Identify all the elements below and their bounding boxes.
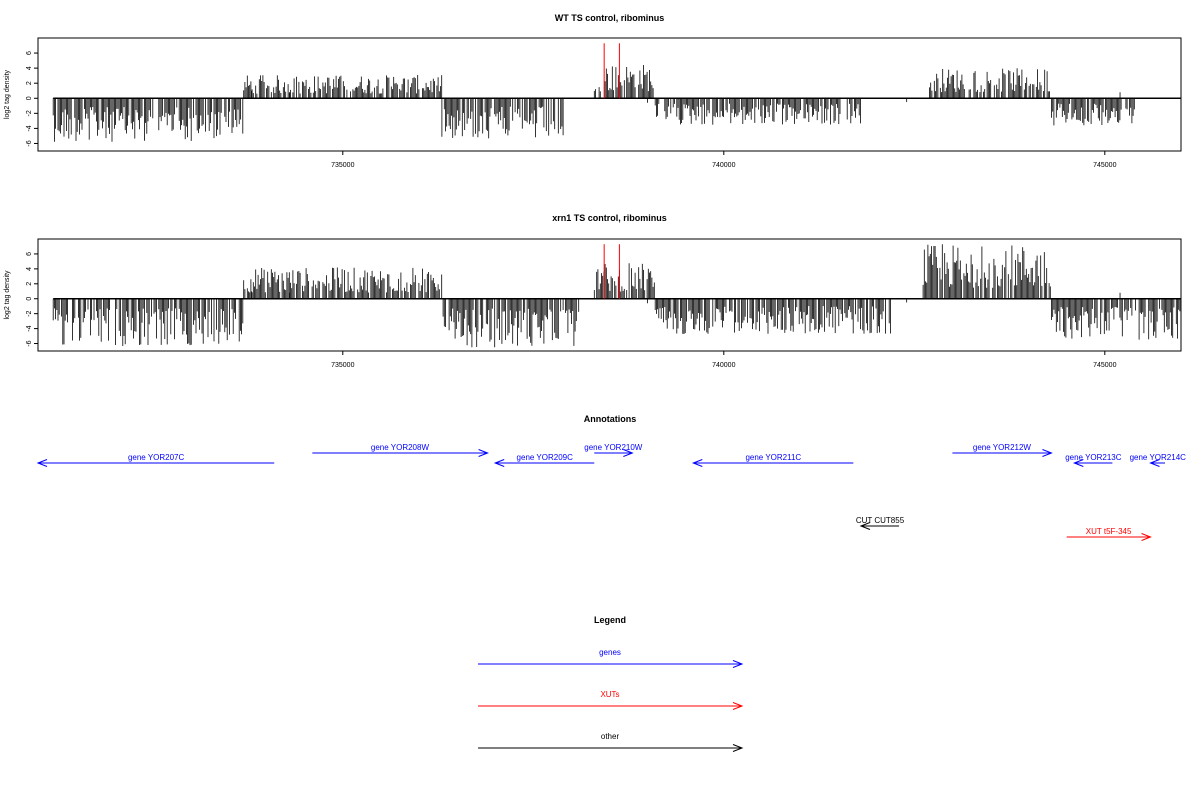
legend-item: XUTs [478, 690, 744, 710]
y-tick-label: -2 [26, 310, 33, 316]
y-tick-label: 6 [26, 51, 33, 55]
feature-arrowhead [859, 522, 871, 530]
y-tick-label: 6 [26, 252, 33, 256]
feature-label: CUT CUT855 [856, 516, 905, 525]
feature-label: XUT t5F-345 [1086, 527, 1132, 536]
y-tick-label: 2 [26, 81, 33, 85]
annotation-feature: gene YOR210W [584, 443, 643, 457]
feature-label: gene YOR209C [517, 453, 574, 462]
y-axis-label: log2 tag density [4, 69, 11, 119]
feature-label: gene YOR213C [1065, 453, 1122, 462]
plot-frame [37, 238, 1182, 352]
y-axis-label: log2 tag density [4, 270, 11, 320]
x-tick-label: 745000 [1093, 162, 1116, 169]
annotation-feature: gene YOR207C [36, 453, 275, 467]
y-tick-label: -4 [26, 325, 33, 331]
feature-label: gene YOR208W [371, 443, 430, 452]
feature-arrowhead [1042, 449, 1053, 457]
feature-label: gene YOR211C [745, 453, 801, 462]
y-tick-label: -2 [26, 110, 33, 116]
plot-frame [37, 37, 1182, 152]
annotation-feature: gene YOR213C [1065, 453, 1122, 467]
y-tick-label: 4 [26, 66, 33, 70]
annotation-feature: gene YOR212W [952, 443, 1053, 457]
feature-label: gene YOR214C [1130, 453, 1187, 462]
y-tick-label: -6 [26, 340, 33, 346]
x-tick-label: 740000 [712, 362, 735, 369]
legend-title: Legend [594, 615, 626, 625]
feature-arrowhead [493, 459, 505, 467]
feature-label: gene YOR212W [973, 443, 1032, 452]
x-tick-label: 735000 [331, 362, 354, 369]
annotation-feature: gene YOR209C [493, 453, 595, 467]
annotation-feature: gene YOR214C [1130, 453, 1187, 467]
feature-arrowhead [1149, 459, 1160, 467]
annotations-title: Annotations [584, 414, 637, 424]
x-tick-label: 745000 [1093, 362, 1116, 369]
y-tick-label: 2 [26, 282, 33, 286]
feature-arrowhead [478, 449, 489, 457]
legend-item: genes [478, 648, 744, 668]
feature-label: gene YOR210W [584, 443, 643, 452]
annotations-panel: Annotations gene YOR207C gene YOR208W gene … [36, 414, 1187, 541]
feature-arrowhead [36, 459, 48, 467]
legend-label: XUTs [600, 690, 619, 699]
annotation-feature: gene YOR211C [691, 453, 854, 467]
feature-arrowhead [1141, 533, 1152, 541]
density-bars [52, 65, 1135, 142]
y-tick-label: 4 [26, 267, 33, 271]
track-panel-2: xrn1 TS control, ribominus -6 -4 -2 0 2 4 6 log2… [4, 213, 1182, 369]
track-panel-1: WT TS control, ribominus -6 -4 -2 0 2 4 6 log2 t… [4, 13, 1182, 169]
legend: Legend genes XUTs other [478, 615, 744, 752]
feature-arrowhead [623, 449, 634, 457]
legend-arrowhead [732, 660, 744, 668]
feature-arrowhead [691, 459, 703, 467]
y-tick-label: 0 [26, 96, 33, 100]
feature-label: gene YOR207C [128, 453, 185, 462]
legend-arrowhead [732, 744, 744, 752]
annotation-feature: CUT CUT855 [856, 516, 905, 530]
x-tick-label: 735000 [331, 162, 354, 169]
legend-label: genes [599, 648, 621, 657]
feature-arrowhead [1072, 459, 1084, 467]
annotation-feature: XUT t5F-345 [1066, 527, 1152, 541]
y-tick-label: -6 [26, 140, 33, 146]
legend-label: other [601, 732, 620, 741]
annotation-feature: gene YOR208W [312, 443, 489, 457]
legend-item: other [478, 732, 744, 752]
panel-title: xrn1 TS control, ribominus [552, 213, 667, 223]
y-tick-label: 0 [26, 297, 33, 301]
legend-arrowhead [732, 702, 744, 710]
panel-title: WT TS control, ribominus [555, 13, 665, 23]
x-tick-label: 740000 [712, 162, 735, 169]
y-tick-label: -4 [26, 125, 33, 131]
density-bars [52, 244, 1181, 348]
